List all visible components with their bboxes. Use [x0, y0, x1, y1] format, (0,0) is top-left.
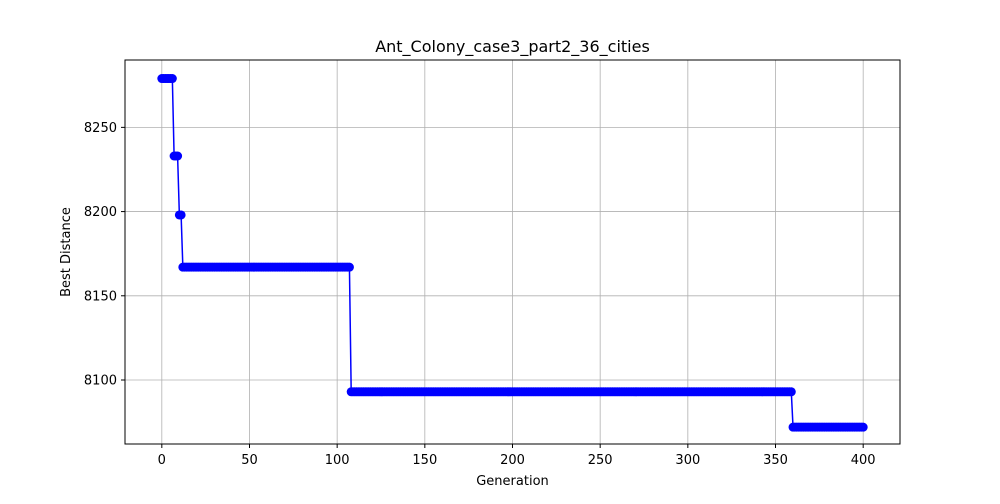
x-tick-label: 400: [851, 453, 876, 468]
x-tick-label: 0: [158, 453, 166, 468]
x-tick-label: 300: [675, 453, 700, 468]
data-point: [176, 210, 186, 220]
y-tick-label: 8150: [84, 289, 117, 304]
chart-title: Ant_Colony_case3_part2_36_cities: [375, 37, 650, 57]
ticks: 0 50 100 150 200 250 300 350 400 8100 8150 8200 8250: [84, 121, 876, 468]
x-tick-label: 50: [241, 453, 258, 468]
data-point: [167, 74, 177, 84]
data-point: [786, 387, 796, 397]
series: [157, 74, 868, 432]
y-tick-label: 8200: [84, 205, 117, 220]
x-tick-label: 350: [763, 453, 788, 468]
x-axis-label: Generation: [476, 474, 549, 489]
x-tick-label: 250: [588, 453, 613, 468]
data-point: [858, 422, 868, 432]
y-axis-label: Best Distance: [59, 207, 74, 297]
y-tick-label: 8100: [84, 374, 117, 389]
plot-frame: [124, 59, 901, 445]
y-tick-label: 8250: [84, 121, 117, 136]
data-point: [344, 262, 354, 272]
data-point: [173, 151, 183, 161]
grid: [125, 60, 900, 444]
x-tick-label: 200: [500, 453, 525, 468]
x-tick-label: 150: [412, 453, 437, 468]
x-tick-label: 100: [325, 453, 350, 468]
